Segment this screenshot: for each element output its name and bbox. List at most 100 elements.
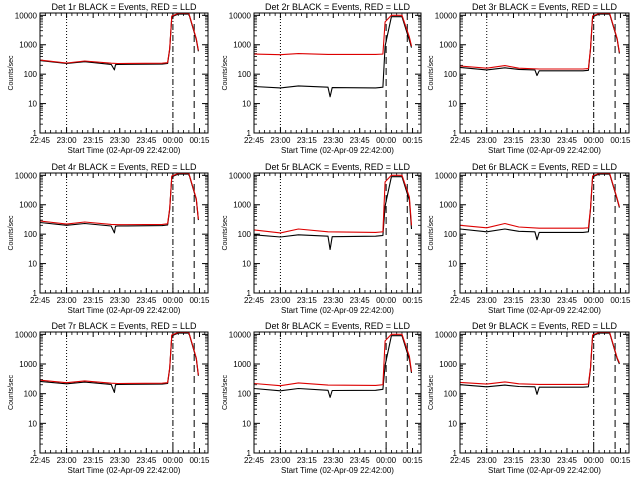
y-tick-label: 10: [242, 260, 251, 269]
y-tick-label: 1: [453, 129, 458, 138]
chart-title: Det 6r BLACK = Events, RED = LLD: [472, 162, 618, 172]
x-tick-label: 23:15: [83, 136, 104, 145]
y-tick-label: 1: [33, 129, 38, 138]
y-tick-label: 1000: [233, 201, 251, 210]
y-tick-label: 10000: [229, 330, 252, 339]
y-tick-label: 100: [24, 390, 38, 399]
x-tick-label: 23:00: [57, 296, 78, 305]
y-axis-label: Counts/sec: [222, 55, 229, 91]
panel-9: Det 9r BLACK = Events, RED = LLD 1 10 100 10…: [428, 321, 631, 475]
x-tick-label: 00:15: [189, 136, 210, 145]
y-tick-label: 100: [444, 70, 458, 79]
y-axis-label: Counts/sec: [428, 55, 435, 91]
x-tick-label: 23:30: [110, 456, 131, 465]
x-tick-label: 00:15: [403, 296, 424, 305]
events-series-line: [39, 173, 199, 234]
x-tick-label: 23:15: [297, 456, 318, 465]
x-tick-label: 23:00: [477, 456, 498, 465]
y-tick-label: 1000: [233, 41, 251, 50]
y-tick-label: 10: [448, 100, 457, 109]
x-tick-label: 00:15: [610, 136, 631, 145]
panel-4: Det 4r BLACK = Events, RED = LLD 1 10 100 10…: [8, 162, 210, 315]
x-tick-label: 22:45: [244, 136, 265, 145]
x-tick-label: 23:30: [110, 136, 131, 145]
panel-7: Det 7r BLACK = Events, RED = LLD 1 10 100 10…: [8, 321, 210, 475]
x-tick-label: 23:00: [477, 296, 498, 305]
y-tick-label: 10000: [15, 171, 38, 180]
x-axis-label: Start Time (02-Apr-09 22:42:00): [488, 466, 601, 475]
x-axis-label: Start Time (02-Apr-09 22:42:00): [281, 466, 394, 475]
plot-frame: [39, 172, 209, 294]
x-tick-label: 00:00: [376, 456, 397, 465]
y-tick-label: 1000: [19, 201, 37, 210]
x-tick-label: 00:00: [376, 296, 397, 305]
x-axis-label: Start Time (02-Apr-09 22:42:00): [488, 146, 601, 155]
x-axis-label: Start Time (02-Apr-09 22:42:00): [68, 146, 181, 155]
chart-title: Det 4r BLACK = Events, RED = LLD: [51, 162, 197, 172]
events-series-line: [459, 173, 620, 241]
x-tick-label: 23:00: [57, 456, 78, 465]
x-axis-label: Start Time (02-Apr-09 22:42:00): [488, 306, 601, 315]
y-tick-label: 10000: [15, 330, 38, 339]
x-tick-label: 23:00: [270, 456, 291, 465]
chart-title: Det 2r BLACK = Events, RED = LLD: [265, 2, 411, 12]
y-tick-label: 10: [242, 100, 251, 109]
plot-frame: [459, 172, 630, 294]
x-tick-label: 23:15: [83, 456, 104, 465]
x-axis-label: Start Time (02-Apr-09 22:42:00): [68, 466, 181, 475]
lld-series-line: [39, 12, 199, 65]
lld-series-line: [253, 174, 413, 234]
x-tick-label: 23:15: [503, 136, 524, 145]
y-tick-label: 1: [453, 289, 458, 298]
y-tick-label: 10: [28, 260, 37, 269]
lld-series-line: [459, 172, 620, 229]
x-tick-label: 23:00: [477, 136, 498, 145]
y-tick-label: 100: [24, 230, 38, 239]
y-tick-label: 1000: [439, 201, 457, 210]
x-tick-label: 23:15: [297, 296, 318, 305]
y-tick-label: 10000: [229, 171, 252, 180]
x-tick-label: 23:45: [136, 136, 157, 145]
x-tick-label: 00:15: [610, 456, 631, 465]
chart-title: Det 5r BLACK = Events, RED = LLD: [265, 162, 411, 172]
y-tick-label: 10000: [15, 11, 38, 20]
y-axis-label: Counts/sec: [8, 55, 15, 91]
x-tick-label: 00:15: [189, 296, 210, 305]
x-tick-label: 22:45: [30, 136, 51, 145]
y-tick-label: 1: [247, 289, 252, 298]
y-tick-label: 1: [247, 449, 252, 458]
plot-frame: [253, 172, 422, 294]
x-tick-label: 23:45: [557, 296, 578, 305]
plot-frame: [253, 331, 422, 454]
y-tick-label: 1: [33, 449, 38, 458]
events-series-line: [459, 332, 620, 395]
x-tick-label: 23:15: [503, 456, 524, 465]
chart-title: Det 7r BLACK = Events, RED = LLD: [51, 321, 197, 331]
x-tick-label: 00:15: [403, 456, 424, 465]
chart-title: Det 1r BLACK = Events, RED = LLD: [51, 2, 197, 12]
y-tick-label: 100: [238, 70, 252, 79]
x-tick-label: 00:00: [584, 296, 605, 305]
x-tick-label: 23:30: [323, 296, 344, 305]
y-tick-label: 10000: [435, 11, 458, 20]
plot-frame: [39, 12, 209, 134]
x-tick-label: 23:15: [83, 296, 104, 305]
x-axis-label: Start Time (02-Apr-09 22:42:00): [281, 306, 394, 315]
x-tick-label: 23:45: [350, 296, 371, 305]
lld-series-line: [253, 14, 413, 56]
plot-frame: [459, 331, 630, 454]
x-tick-label: 23:30: [110, 296, 131, 305]
plot-frame: [39, 331, 209, 454]
x-tick-label: 22:45: [30, 456, 51, 465]
x-tick-label: 22:45: [450, 456, 471, 465]
x-tick-label: 23:45: [136, 456, 157, 465]
x-tick-label: 23:30: [323, 136, 344, 145]
y-tick-label: 1: [33, 289, 38, 298]
x-tick-label: 23:30: [323, 456, 344, 465]
x-tick-label: 23:00: [270, 136, 291, 145]
y-tick-label: 100: [24, 70, 38, 79]
y-tick-label: 10: [242, 419, 251, 428]
events-series-line: [253, 16, 413, 98]
panel-6: Det 6r BLACK = Events, RED = LLD 1 10 100 10…: [428, 162, 631, 315]
